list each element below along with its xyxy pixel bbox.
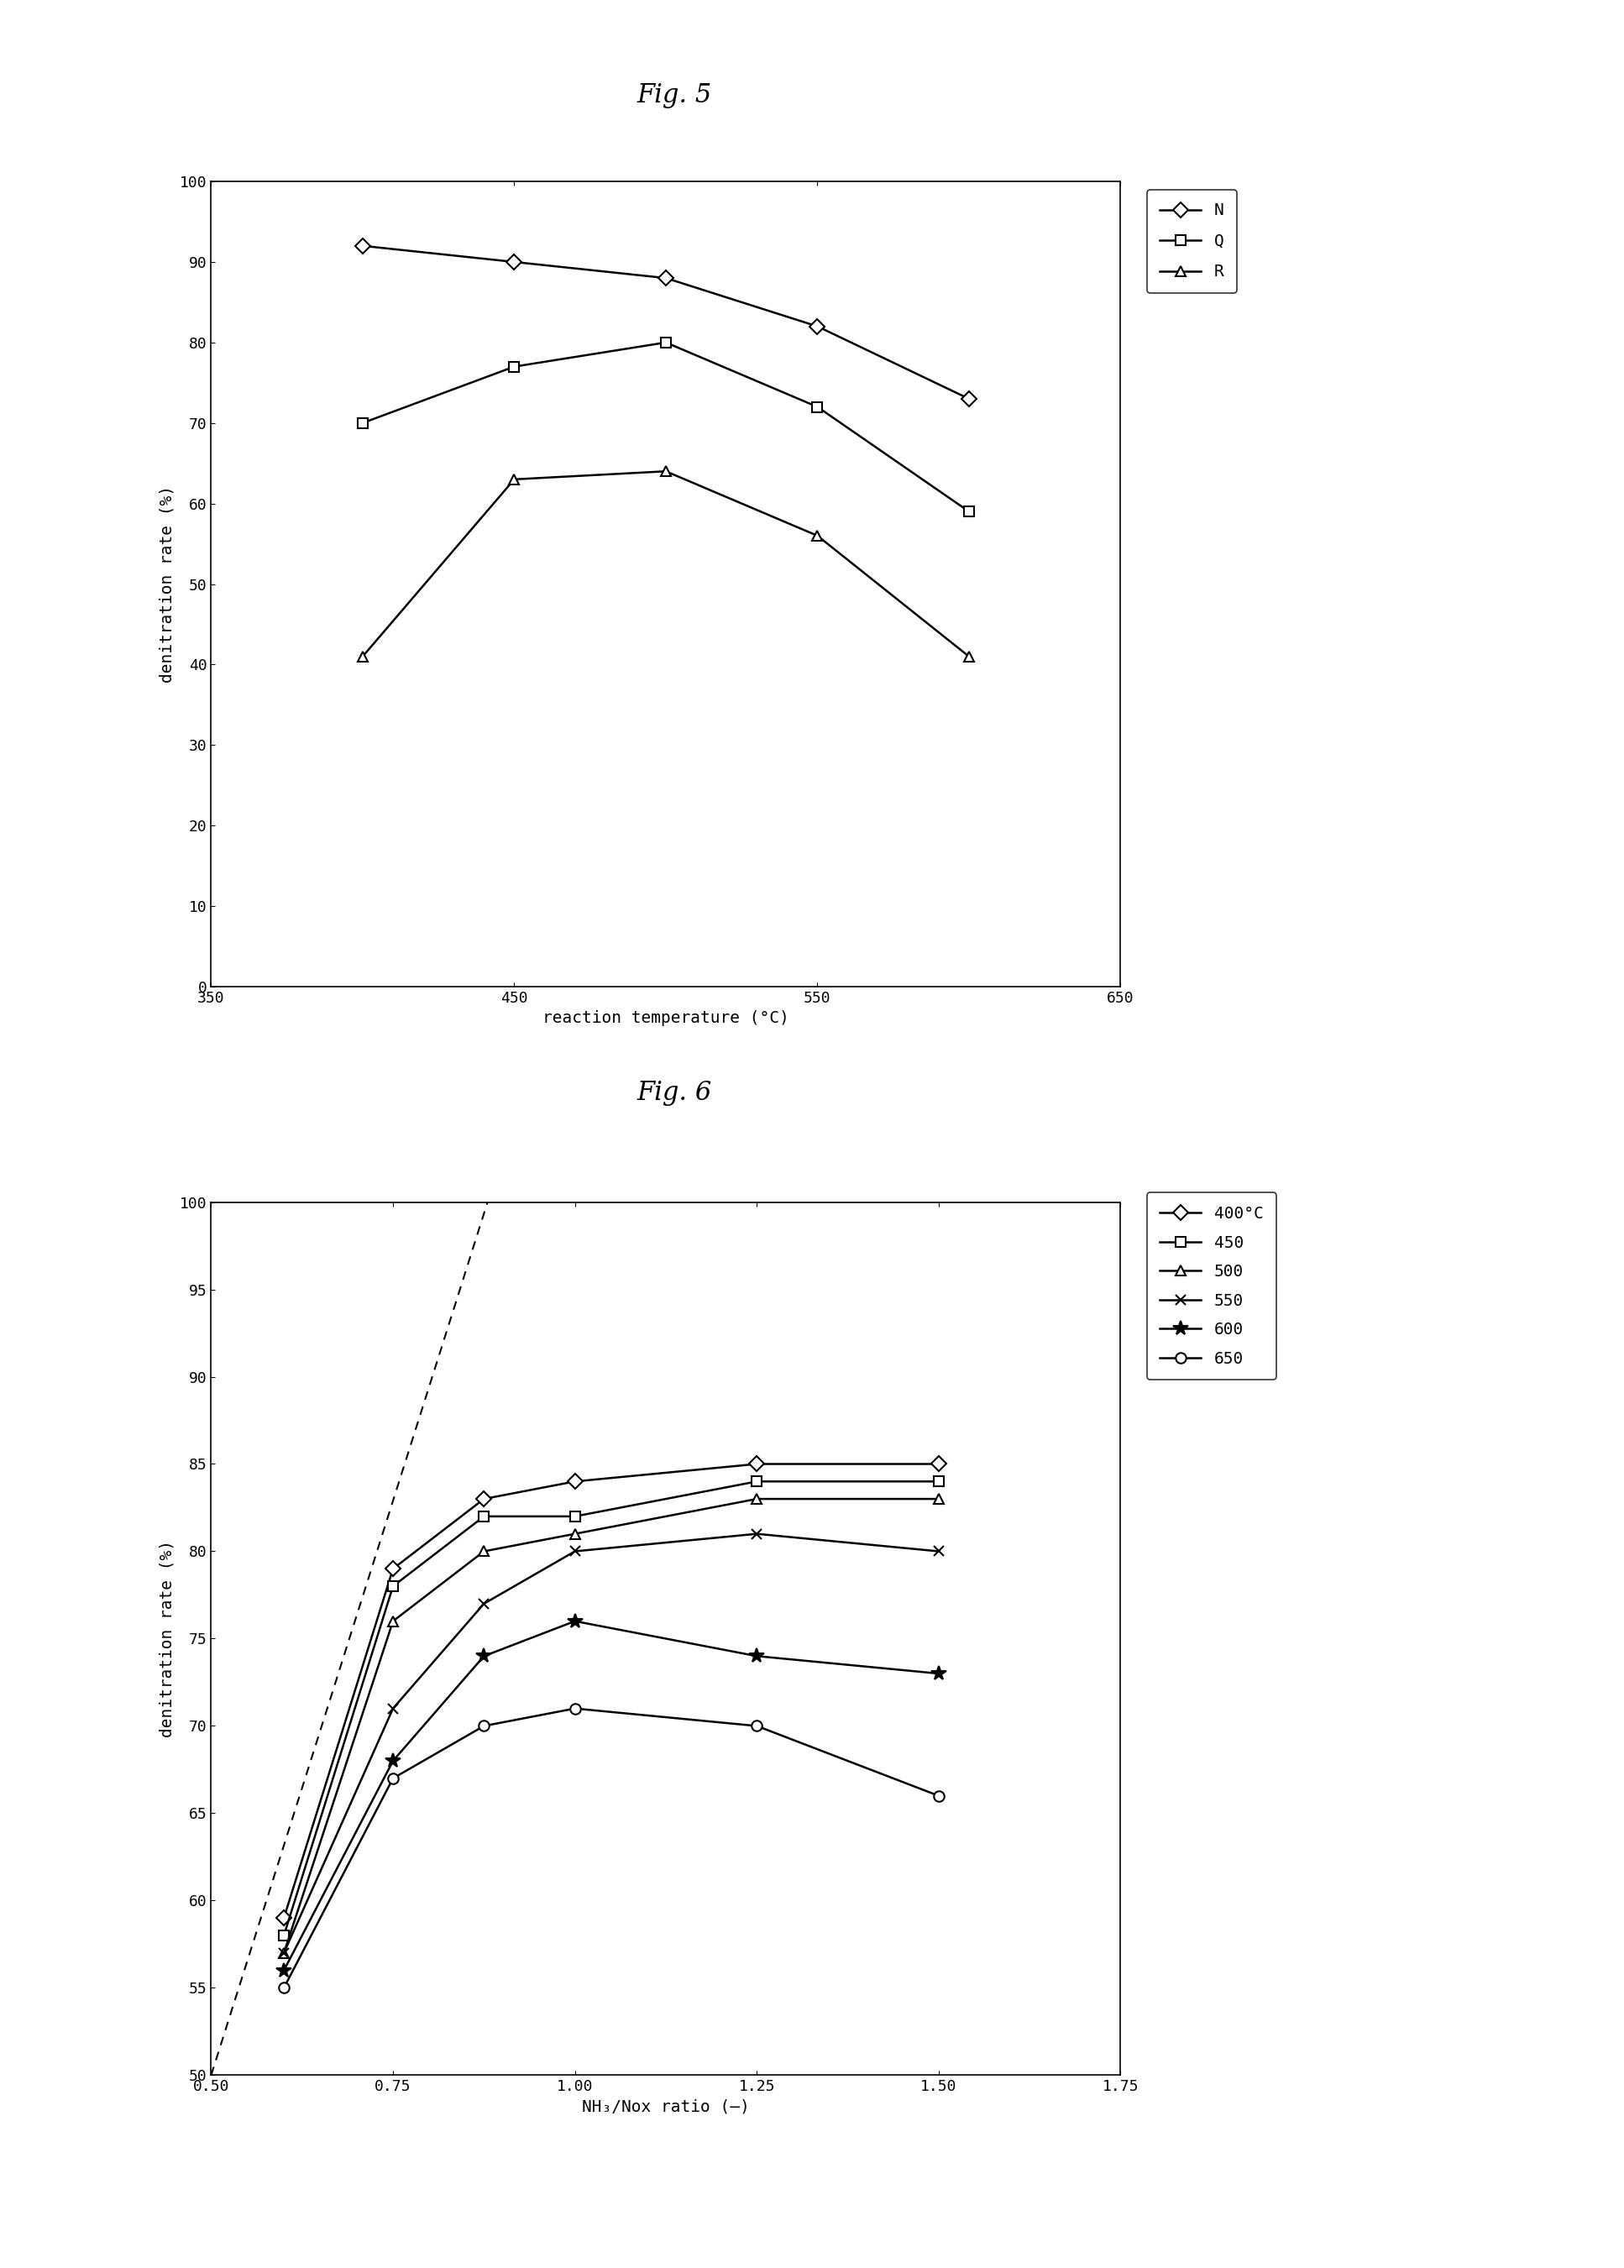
X-axis label: reaction temperature (°C): reaction temperature (°C)	[542, 1012, 789, 1027]
Text: Fig. 5: Fig. 5	[637, 82, 711, 109]
Y-axis label: denitration rate (%): denitration rate (%)	[159, 485, 175, 683]
X-axis label: NH₃/Nox ratio (—): NH₃/Nox ratio (—)	[581, 2100, 750, 2116]
Legend: 400°C, 450, 500, 550, 600, 650: 400°C, 450, 500, 550, 600, 650	[1147, 1193, 1276, 1379]
Legend: N, Q, R: N, Q, R	[1147, 191, 1237, 293]
Y-axis label: denitration rate (%): denitration rate (%)	[159, 1540, 175, 1737]
Text: Fig. 6: Fig. 6	[637, 1080, 711, 1107]
